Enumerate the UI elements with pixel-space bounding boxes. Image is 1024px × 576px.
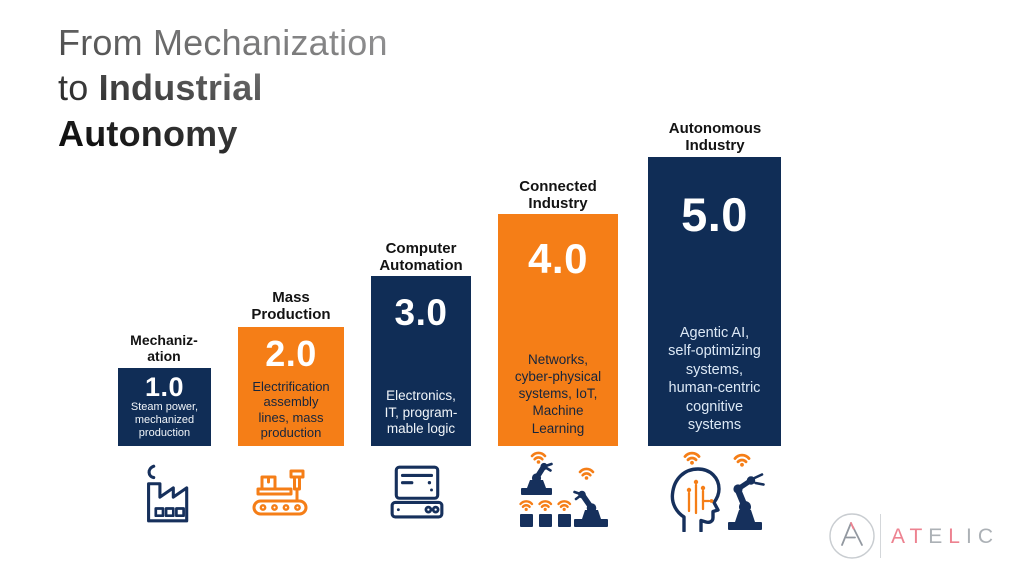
title-line3: Autonomy [58,112,238,154]
bar-description: Agentic AI, self-optimizing systems, hum… [668,324,761,434]
title-line1: From Mechanization [58,22,388,63]
circuit-brain [686,479,714,515]
page-title: From Mechanization to Industrial Autonom… [58,20,478,156]
wifi-icon [733,453,751,467]
robot-arm [728,473,765,530]
factory-icon [147,464,189,523]
stage-label-connected-industry: Connected Industry [519,177,597,212]
title-line2-bold: Industrial [98,67,263,109]
wordmark-letter: I [965,524,978,548]
version-number: 3.0 [394,292,448,333]
wordmark-letter: C [977,524,999,548]
version-number: 2.0 [265,333,317,374]
stage-label-autonomous-industry: Autonomous Industry [668,119,762,154]
bar-industry-2: 2.0 Electrification assembly lines, mass… [238,327,344,446]
bar-description: Electrification assembly lines, mass pro… [252,378,330,441]
wordmark-letter: A [891,524,910,548]
bar-industry-1: 1.0 Steam power, mechanized production [118,368,211,446]
stage-label-mechanization: Mechaniz- ation [130,331,198,364]
stage-label-mass-production: Mass Production [251,288,331,323]
bar-description: Networks, cyber-physical systems, IoT, M… [514,351,602,436]
bar-industry-3: 3.0 Electronics, IT, program- mable logi… [371,276,471,446]
stage-label-computer-automation: Computer Automation [379,239,463,274]
cognitive-ai-icon [670,451,765,532]
bar-description: Steam power, mechanized production [130,401,199,440]
bar-industry-4: 4.0 Networks, cyber-physical systems, Io… [498,214,618,446]
connected-robots-icon [519,451,608,527]
head-profile [670,467,721,532]
atelic-monogram-icon [829,513,875,559]
conveyor-belt-icon [252,469,308,516]
wifi-icon [530,451,547,464]
wifi-icon [578,467,595,480]
title-line2-prefix: to [58,67,99,109]
server-icon [390,465,444,519]
wordmark-letter: E [928,524,949,548]
atelic-wordmark: ATELIC [891,526,999,547]
logo-divider [880,514,881,558]
bar-industry-5: 5.0 Agentic AI, self-optimizing systems,… [648,157,781,446]
atelic-logo: ATELIC [828,512,999,560]
wordmark-letter: L [948,524,966,548]
wordmark-letter: T [909,524,929,548]
version-number: 1.0 [144,372,185,402]
version-number: 5.0 [681,188,748,241]
bar-description: Electronics, IT, program- mable logic [384,388,458,436]
wifi-icon [683,451,701,465]
wifi-icon [519,500,572,511]
version-number: 4.0 [528,235,588,282]
